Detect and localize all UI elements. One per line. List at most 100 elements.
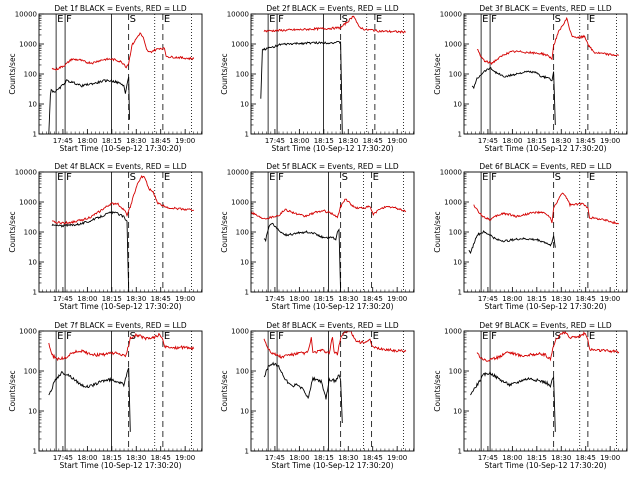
plot-frame [250, 13, 415, 135]
y-tick-label: 1000 [19, 199, 37, 207]
event-marker-label: S [555, 331, 561, 342]
y-tick-label: 10 [453, 259, 462, 267]
lld-series-line [263, 331, 407, 359]
x-tick-label: 18:30 [126, 137, 146, 145]
x-tick-label: 18:45 [363, 454, 383, 462]
y-tick-label: 1 [245, 131, 249, 139]
y-tick-label: 1 [245, 289, 249, 297]
lld-series-line [476, 331, 620, 362]
x-tick-label: 19:00 [600, 137, 620, 145]
y-tick-label: 100 [236, 229, 249, 237]
x-tick-label: 18:00 [77, 454, 97, 462]
x-tick-label: 18:30 [551, 454, 571, 462]
y-tick-label: 1000 [19, 41, 37, 49]
x-tick-label: 18:45 [151, 137, 171, 145]
x-axis-label: Start Time (10-Sep-12 17:30:20) [485, 144, 607, 153]
event-marker-label: E [373, 172, 379, 183]
y-axis-label: Counts/sec [8, 53, 17, 94]
plot-frame [38, 13, 203, 135]
event-marker-label: E [589, 331, 595, 342]
y-tick-label: 1 [33, 289, 37, 297]
y-axis-label: Counts/sec [220, 211, 229, 252]
x-tick-label: 18:30 [551, 137, 571, 145]
detector-panel: Det 8f BLACK = Events, RED = LLD 1 10 100 10… [220, 321, 415, 470]
x-tick-label: 17:45 [53, 137, 73, 145]
detector-panel: Det 6f BLACK = Events, RED = LLD 1 10 100 10… [433, 162, 628, 311]
event-marker-label: E [164, 172, 170, 183]
y-axis-label: Counts/sec [8, 370, 17, 411]
event-marker-label: F [278, 172, 284, 183]
y-axis-label: Counts/sec [433, 370, 442, 411]
plot-frame [38, 330, 203, 452]
y-tick-label: 10000 [440, 11, 462, 19]
x-tick-label: 19:00 [175, 137, 195, 145]
x-tick-label: 18:00 [77, 137, 97, 145]
detector-panel: Det 2f BLACK = Events, RED = LLD 1 10 100 10… [220, 4, 415, 153]
x-tick-label: 18:15 [314, 295, 334, 303]
y-axis-label: Counts/sec [8, 211, 17, 252]
y-tick-label: 10 [28, 259, 37, 267]
panel-title: Det 9f BLACK = Events, RED = LLD [479, 321, 612, 330]
event-marker-label: E [373, 331, 379, 342]
x-tick-label: 18:00 [77, 295, 97, 303]
event-marker-label: S [555, 14, 561, 25]
y-tick-label: 10 [240, 101, 249, 109]
y-tick-label: 10 [453, 101, 462, 109]
detector-panel: Det 7f BLACK = Events, RED = LLD 1 10 100 10… [8, 321, 203, 470]
y-tick-label: 100 [449, 368, 462, 376]
panel-title: Det 8f BLACK = Events, RED = LLD [266, 321, 399, 330]
x-tick-label: 19:00 [600, 454, 620, 462]
y-tick-label: 1000 [444, 328, 462, 336]
event-marker-label: F [278, 331, 284, 342]
event-marker-label: F [66, 172, 72, 183]
event-marker-label: E [269, 14, 275, 25]
event-marker-label: E [482, 172, 488, 183]
plot-frame [463, 13, 628, 135]
y-tick-label: 10000 [227, 11, 249, 19]
y-tick-label: 100 [449, 229, 462, 237]
y-tick-label: 10 [453, 408, 462, 416]
lld-series-line [48, 332, 195, 362]
event-marker-label: F [491, 172, 497, 183]
y-tick-label: 1 [33, 448, 37, 456]
event-marker-label: E [376, 14, 382, 25]
event-marker-label: F [66, 14, 72, 25]
x-tick-label: 18:30 [338, 137, 358, 145]
x-tick-label: 18:30 [338, 454, 358, 462]
x-tick-label: 18:45 [576, 295, 596, 303]
lld-series-line [476, 16, 620, 66]
y-tick-label: 10 [28, 101, 37, 109]
x-tick-label: 18:30 [126, 454, 146, 462]
detector-panel: Det 1f BLACK = Events, RED = LLD 1 10 100 10… [8, 4, 203, 153]
x-tick-label: 18:15 [102, 295, 122, 303]
x-tick-label: 18:45 [576, 137, 596, 145]
x-tick-label: 18:45 [363, 137, 383, 145]
event-marker-label: E [164, 14, 170, 25]
x-axis-label: Start Time (10-Sep-12 17:30:20) [272, 302, 394, 311]
event-marker-label: S [130, 14, 136, 25]
event-marker-label: E [57, 14, 63, 25]
event-marker-label: F [491, 331, 497, 342]
x-tick-label: 17:45 [478, 295, 498, 303]
x-tick-label: 19:00 [600, 295, 620, 303]
detector-panel: Det 5f BLACK = Events, RED = LLD 1 10 100 10… [220, 162, 415, 311]
y-tick-label: 100 [236, 368, 249, 376]
lld-series-line [51, 32, 195, 71]
panel-title: Det 2f BLACK = Events, RED = LLD [266, 4, 399, 13]
event-marker-label: F [278, 14, 284, 25]
y-tick-label: 10000 [440, 169, 462, 177]
lld-series-line [263, 15, 406, 34]
x-tick-label: 18:00 [289, 454, 309, 462]
x-tick-label: 17:45 [478, 454, 498, 462]
y-tick-label: 1000 [231, 41, 249, 49]
event-marker-label: E [164, 331, 170, 342]
panel-title: Det 7f BLACK = Events, RED = LLD [54, 321, 187, 330]
x-tick-label: 18:15 [102, 454, 122, 462]
y-tick-label: 100 [24, 71, 37, 79]
y-tick-label: 1000 [231, 328, 249, 336]
y-axis-label: Counts/sec [433, 211, 442, 252]
x-tick-label: 17:45 [265, 137, 285, 145]
x-tick-label: 17:45 [478, 137, 498, 145]
y-tick-label: 1 [458, 131, 462, 139]
